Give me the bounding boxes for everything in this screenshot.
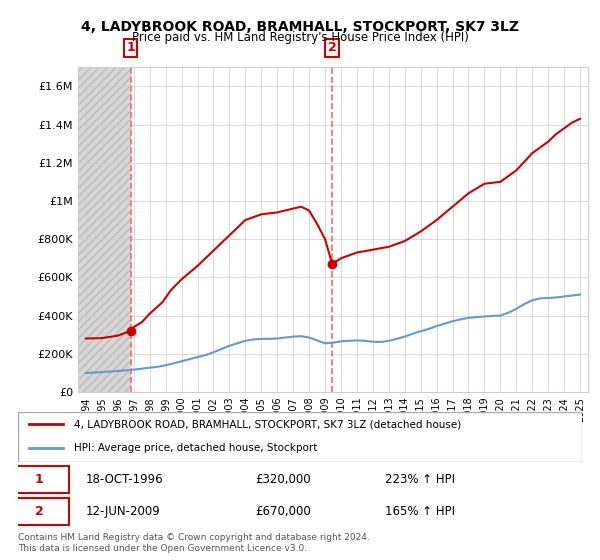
FancyBboxPatch shape (18, 412, 582, 462)
Text: £670,000: £670,000 (255, 505, 311, 519)
Text: 1: 1 (126, 41, 135, 54)
Text: £320,000: £320,000 (255, 473, 311, 486)
Text: 18-OCT-1996: 18-OCT-1996 (86, 473, 163, 486)
Text: 2: 2 (328, 41, 337, 54)
Text: 4, LADYBROOK ROAD, BRAMHALL, STOCKPORT, SK7 3LZ (detached house): 4, LADYBROOK ROAD, BRAMHALL, STOCKPORT, … (74, 419, 461, 429)
Text: HPI: Average price, detached house, Stockport: HPI: Average price, detached house, Stoc… (74, 443, 318, 453)
Text: 223% ↑ HPI: 223% ↑ HPI (385, 473, 455, 486)
FancyBboxPatch shape (10, 498, 69, 525)
Text: Contains HM Land Registry data © Crown copyright and database right 2024.
This d: Contains HM Land Registry data © Crown c… (18, 533, 370, 553)
FancyBboxPatch shape (78, 67, 131, 392)
FancyBboxPatch shape (10, 466, 69, 493)
Text: 165% ↑ HPI: 165% ↑ HPI (385, 505, 455, 519)
FancyBboxPatch shape (332, 67, 588, 392)
Text: 2: 2 (35, 505, 44, 519)
Text: Price paid vs. HM Land Registry's House Price Index (HPI): Price paid vs. HM Land Registry's House … (131, 31, 469, 44)
Text: 4, LADYBROOK ROAD, BRAMHALL, STOCKPORT, SK7 3LZ: 4, LADYBROOK ROAD, BRAMHALL, STOCKPORT, … (81, 20, 519, 34)
Text: 1: 1 (35, 473, 44, 486)
Text: 12-JUN-2009: 12-JUN-2009 (86, 505, 160, 519)
